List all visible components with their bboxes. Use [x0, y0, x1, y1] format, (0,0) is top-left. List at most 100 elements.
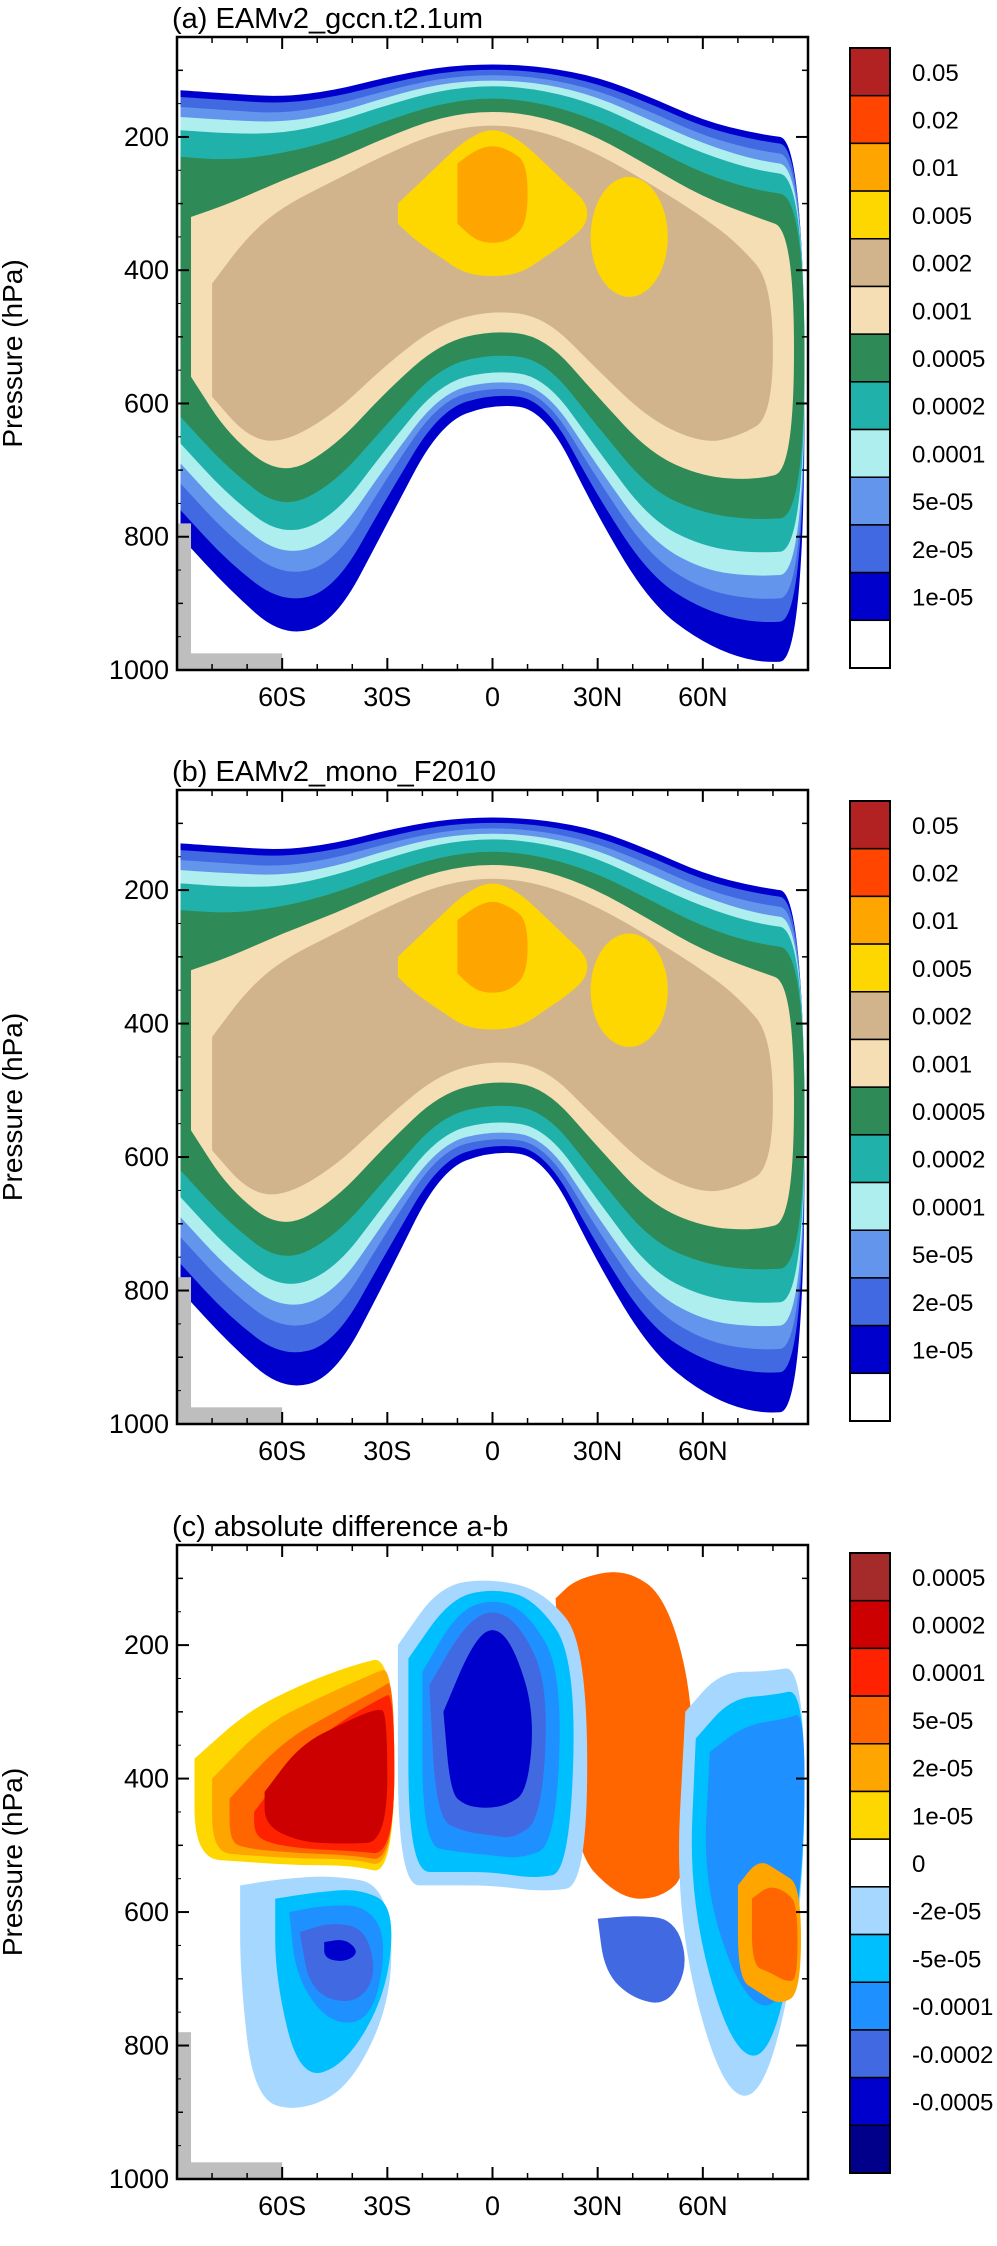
- colorbar-frame: [849, 47, 891, 669]
- colorbar-swatch: [849, 428, 891, 478]
- missing-data-strip: [191, 2162, 283, 2179]
- contour-fills: [177, 64, 805, 670]
- difference-region-7: [555, 1572, 693, 1899]
- colorbar-label: 5e-05: [912, 489, 973, 516]
- colorbar: 0.05 0.02 0.01 0.005 0.002 0.001 0.0005 0.0002 0…: [849, 47, 985, 669]
- colorbar-label: -0.0002: [912, 2042, 993, 2069]
- colorbar-swatch: [849, 619, 891, 669]
- colorbar-label: 0.002: [912, 251, 972, 278]
- colorbar-swatch: [849, 1790, 891, 1840]
- x-tick-label: 30N: [573, 2191, 623, 2221]
- colorbar-swatch: [849, 2124, 891, 2174]
- colorbar-swatch: [849, 1981, 891, 2031]
- x-tick-label: 60N: [678, 2191, 728, 2221]
- colorbar-label: 0.0005: [912, 1099, 985, 1126]
- colorbar-swatch: [849, 1695, 891, 1745]
- missing-data-strip: [191, 1407, 283, 1424]
- colorbar-label: 2e-05: [912, 1290, 973, 1317]
- y-tick-label: 800: [124, 2031, 169, 2061]
- panel-title: (a) EAMv2_gccn.t2.1um: [172, 3, 483, 35]
- colorbar-swatch: [849, 1743, 891, 1793]
- x-tick-label: 0: [485, 2191, 500, 2221]
- x-tick-label: 0: [485, 682, 500, 712]
- colorbar-swatch: [849, 285, 891, 335]
- y-axis-label: Pressure (hPa): [0, 1768, 28, 1956]
- colorbar-label: 1e-05: [912, 1338, 973, 1365]
- colorbar-label: -0.0001: [912, 1994, 993, 2021]
- colorbar-label: 0.005: [912, 956, 972, 983]
- y-tick-label: 400: [124, 1009, 169, 1039]
- colorbar-swatch: [849, 2076, 891, 2127]
- y-axis-label: Pressure (hPa): [0, 1013, 28, 1201]
- colorbar-label: 0.005: [912, 203, 972, 230]
- colorbar-label: 2e-05: [912, 537, 973, 564]
- chart-panel-b: 200 400 600 800 1000 60S 30S 0 30N 60N (b) EAMv2_m…: [0, 756, 985, 1466]
- colorbar-swatch: [849, 1647, 891, 1697]
- y-tick-label: 400: [124, 255, 169, 285]
- colorbar-frame: [849, 800, 891, 1422]
- colorbar-label: -5e-05: [912, 1946, 981, 1973]
- colorbar-label: 0.0001: [912, 1194, 985, 1221]
- colorbar-label: 0.02: [912, 108, 959, 135]
- difference-region-21: [597, 1916, 685, 2003]
- x-tick-label: 30N: [573, 1436, 623, 1466]
- y-tick-label: 800: [124, 1276, 169, 1306]
- colorbar-label: 1e-05: [912, 585, 973, 612]
- colorbar-label: 0.0001: [912, 1660, 985, 1687]
- colorbar-label: 0.002: [912, 1004, 972, 1031]
- colorbar-swatch: [849, 1552, 891, 1602]
- colorbar: 0.05 0.02 0.01 0.005 0.002 0.001 0.0005 0.0002 0…: [849, 800, 985, 1422]
- colorbar-swatch: [849, 1933, 891, 1983]
- difference-region-12: [324, 1940, 356, 1961]
- x-tick-label: 60S: [258, 2191, 306, 2221]
- difference-region-17: [443, 1630, 532, 1808]
- colorbar-swatch: [849, 476, 891, 526]
- missing-data-block: [177, 2032, 192, 2179]
- colorbar-label: 0.001: [912, 1051, 972, 1078]
- x-tick-label: 60N: [678, 1436, 728, 1466]
- colorbar-label: 0.0002: [912, 1613, 985, 1640]
- difference-region-23: [751, 1887, 798, 1981]
- colorbar-swatch: [849, 1838, 891, 1888]
- colorbar-label: 0.0005: [912, 1565, 985, 1592]
- y-tick-label: 600: [124, 388, 169, 418]
- colorbar-swatch: [849, 1038, 891, 1088]
- y-tick-label: 1000: [109, 1409, 169, 1439]
- y-tick-label: 200: [124, 122, 169, 152]
- colorbar-swatch: [849, 943, 891, 993]
- colorbar-label: 2e-05: [912, 1756, 973, 1783]
- colorbar-label: 0.0001: [912, 441, 985, 468]
- y-tick-label: 600: [124, 1897, 169, 1927]
- colorbar-frame: [849, 1552, 891, 2174]
- colorbar-swatch: [849, 142, 891, 192]
- chart-panel-c: 200 400 600 800 1000 60S 30S 0 30N 60N (c) absolut…: [0, 1511, 993, 2221]
- colorbar-label: 0.01: [912, 155, 959, 182]
- colorbar-label: 0.001: [912, 298, 972, 325]
- colorbar-swatch: [849, 381, 891, 431]
- colorbar-label: 1e-05: [912, 1803, 973, 1830]
- colorbar-swatch: [849, 1181, 891, 1231]
- x-tick-label: 60N: [678, 682, 728, 712]
- missing-data-block: [177, 523, 192, 670]
- colorbar-swatch: [849, 991, 891, 1041]
- x-tick-label: 30S: [363, 2191, 411, 2221]
- panel-title: (b) EAMv2_mono_F2010: [172, 756, 496, 788]
- colorbar-label: 0.02: [912, 861, 959, 888]
- colorbar-swatch: [849, 47, 891, 97]
- colorbar-swatch: [849, 571, 891, 622]
- missing-data-strip: [191, 653, 283, 670]
- y-tick-label: 200: [124, 1630, 169, 1660]
- colorbar-swatch: [849, 2029, 891, 2079]
- y-tick-label: 400: [124, 1764, 169, 1794]
- colorbar-label: 0.0002: [912, 394, 985, 421]
- colorbar-swatch: [849, 1086, 891, 1136]
- contour-fills: [177, 817, 805, 1424]
- y-tick-label: 1000: [109, 655, 169, 685]
- colorbar-label: 0.01: [912, 908, 959, 935]
- x-tick-label: 30N: [573, 682, 623, 712]
- colorbar: 0.0005 0.0002 0.0001 5e-05 2e-05 1e-05 0 -2e-05…: [849, 1552, 993, 2174]
- colorbar-swatch: [849, 524, 891, 574]
- y-tick-label: 600: [124, 1142, 169, 1172]
- colorbar-label: -0.0005: [912, 2090, 993, 2117]
